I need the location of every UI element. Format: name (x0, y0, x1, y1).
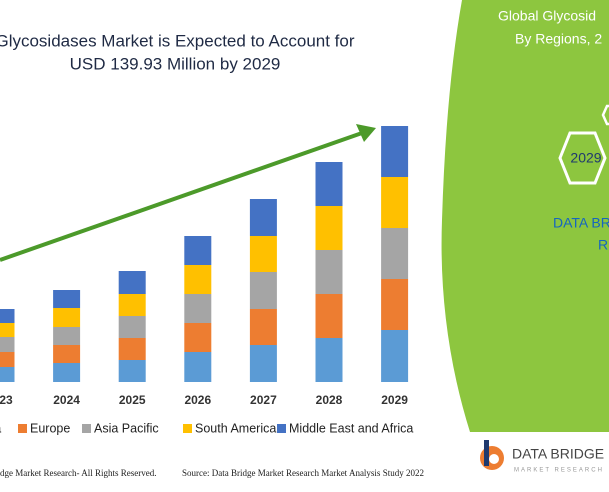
bar-segment (249, 309, 277, 345)
bar-segment (381, 126, 409, 177)
x-tick-label: 2025 (119, 393, 146, 407)
bar-segment (249, 272, 277, 309)
bar-segment (249, 199, 277, 236)
legend-swatch (82, 424, 91, 433)
bar-segment (118, 271, 146, 294)
bar-segment (53, 327, 81, 345)
bar-segment (381, 279, 409, 330)
panel-title: Global Glycosid (498, 8, 596, 24)
legend-label: ca (0, 421, 1, 435)
legend-swatch (18, 424, 27, 433)
logo-tagline: MARKET RESEARCH (514, 468, 604, 474)
panel-title: By Regions, 2 (515, 31, 602, 47)
x-tick-label: 2029 (381, 393, 408, 407)
bar-segment (184, 323, 212, 352)
bar-segment (315, 162, 343, 206)
bar-segment (118, 294, 146, 316)
bar-segment (184, 294, 212, 323)
x-tick-label: 2024 (53, 393, 80, 407)
bar-segment (0, 367, 15, 382)
bar-segment (0, 323, 15, 337)
bar-segment (0, 337, 15, 352)
bar-segment (53, 363, 81, 382)
legend: ca Europe Asia Pacific South America Middle … (0, 421, 413, 435)
hexagon (558, 131, 607, 185)
hexagon-small (601, 104, 609, 126)
logo-dot (489, 454, 499, 464)
bar-segment (315, 338, 343, 382)
x-tick-label: 23 (0, 393, 13, 407)
bar-segment (381, 177, 409, 228)
bar-segment (53, 290, 81, 308)
bar-segment (315, 250, 343, 294)
panel-brand: DATA BR (553, 215, 609, 231)
chart-title: Glycosidases Market is Expected to Accou… (0, 31, 355, 50)
bar-segment (53, 308, 81, 327)
bar-segment (118, 316, 146, 338)
bar-segment (381, 330, 409, 382)
x-tick-label: 2028 (316, 393, 343, 407)
x-tick-label: 2026 (184, 393, 211, 407)
bar-segment (118, 360, 146, 382)
x-tick-label: 2027 (250, 393, 277, 407)
legend-swatch (277, 424, 286, 433)
plot: 23 2024 2025 2026 2027 2028 2029 (0, 126, 408, 407)
logo-bar (484, 440, 489, 466)
panel-year: 2029 (570, 150, 601, 166)
trend-arrow (0, 131, 363, 262)
bar-segment (315, 206, 343, 250)
legend-swatch (183, 424, 192, 433)
bar-segment (315, 294, 343, 338)
logo-icon (480, 440, 504, 470)
bar-segment (249, 345, 277, 382)
side-panel (441, 0, 609, 432)
bar-segment (249, 236, 277, 272)
legend-label: South America (195, 421, 276, 435)
legend-label: Asia Pacific (94, 421, 159, 435)
footer-source: Source: Data Bridge Market Research Mark… (182, 468, 424, 478)
bar-segment (53, 345, 81, 363)
panel-brand: R (598, 237, 608, 253)
bar-segment (118, 338, 146, 360)
bar-segment (184, 236, 212, 265)
bar-segment (0, 309, 15, 323)
arrow-head (356, 124, 376, 142)
bar-segment (0, 352, 15, 367)
legend-label: Europe (30, 421, 70, 435)
logo-name: DATA BRIDGE (512, 446, 604, 462)
legend-label: Middle East and Africa (289, 421, 413, 435)
bar-segment (381, 228, 409, 279)
bar-segment (184, 352, 212, 382)
footer-rights: dge Market Research- All Rights Reserved… (0, 468, 156, 478)
chart-title: USD 139.93 Million by 2029 (70, 54, 281, 73)
bar-segment (184, 265, 212, 294)
